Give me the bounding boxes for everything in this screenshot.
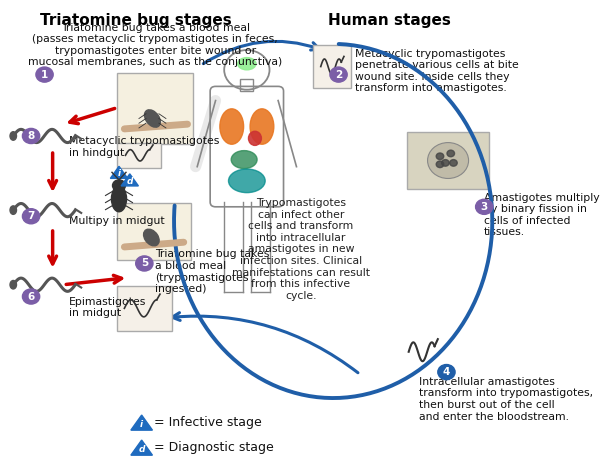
- Text: i: i: [118, 169, 121, 178]
- Circle shape: [135, 256, 153, 271]
- Text: i: i: [140, 419, 143, 428]
- Circle shape: [23, 209, 40, 224]
- Text: d: d: [138, 445, 145, 454]
- Text: 1: 1: [41, 69, 48, 80]
- Circle shape: [436, 153, 443, 160]
- Text: Human stages: Human stages: [328, 13, 451, 28]
- FancyBboxPatch shape: [117, 142, 161, 168]
- Ellipse shape: [238, 57, 256, 70]
- Ellipse shape: [143, 229, 159, 246]
- Text: = Infective stage: = Infective stage: [154, 416, 261, 429]
- Circle shape: [23, 128, 40, 143]
- Text: Epimastigotes
in midgut: Epimastigotes in midgut: [69, 296, 146, 318]
- Text: Intracellular amastigotes
transform into trypomastigotes,
then burst out of the : Intracellular amastigotes transform into…: [420, 377, 594, 422]
- Ellipse shape: [10, 206, 16, 214]
- Circle shape: [36, 67, 53, 82]
- Ellipse shape: [112, 186, 126, 212]
- FancyBboxPatch shape: [117, 203, 191, 260]
- Text: 8: 8: [27, 131, 35, 141]
- FancyBboxPatch shape: [407, 132, 489, 190]
- Ellipse shape: [250, 109, 274, 144]
- Ellipse shape: [248, 131, 262, 145]
- Ellipse shape: [10, 132, 16, 140]
- Text: Amastigotes multiply
by binary fission in
cells of infected
tissues.: Amastigotes multiply by binary fission i…: [484, 193, 600, 238]
- Circle shape: [438, 364, 455, 380]
- Text: Trypomastigotes
can infect other
cells and transform
into intracellular
amastigo: Trypomastigotes can infect other cells a…: [232, 198, 370, 301]
- Text: 4: 4: [443, 367, 450, 377]
- Text: Multipy in midgut: Multipy in midgut: [69, 216, 165, 226]
- Ellipse shape: [220, 109, 243, 144]
- Circle shape: [447, 150, 454, 157]
- Text: 7: 7: [27, 211, 35, 221]
- Text: 3: 3: [481, 202, 488, 212]
- Circle shape: [450, 160, 458, 166]
- Text: 6: 6: [27, 292, 35, 302]
- Text: Metacyclic trypomastigotes
in hindgut: Metacyclic trypomastigotes in hindgut: [69, 136, 219, 158]
- FancyBboxPatch shape: [117, 285, 172, 331]
- Circle shape: [330, 67, 347, 82]
- Circle shape: [476, 199, 493, 214]
- Text: Triatomine bug takes
a blood meal
(trypomastigotes
ingested): Triatomine bug takes a blood meal (trypo…: [155, 249, 270, 294]
- Circle shape: [112, 180, 126, 191]
- FancyBboxPatch shape: [313, 45, 351, 88]
- Ellipse shape: [231, 151, 257, 169]
- Text: d: d: [126, 177, 133, 186]
- Ellipse shape: [145, 110, 160, 127]
- Circle shape: [436, 161, 443, 168]
- Polygon shape: [131, 415, 152, 430]
- Text: = Diagnostic stage: = Diagnostic stage: [154, 441, 273, 454]
- Ellipse shape: [10, 280, 16, 289]
- Circle shape: [23, 289, 40, 304]
- Polygon shape: [110, 166, 127, 179]
- Polygon shape: [131, 440, 152, 455]
- Text: Metacyclic trypomastigotes
penetrate various cells at bite
wound site. Inside ce: Metacyclic trypomastigotes penetrate var…: [355, 48, 518, 94]
- Text: Triatomine bug takes a blood meal
(passes metacyclic trypomastigotes in feces,
t: Triatomine bug takes a blood meal (passe…: [28, 23, 282, 67]
- Text: Triatomine bug stages: Triatomine bug stages: [40, 13, 232, 28]
- Polygon shape: [121, 174, 138, 186]
- FancyBboxPatch shape: [117, 73, 193, 144]
- Text: 5: 5: [141, 258, 148, 268]
- Circle shape: [428, 142, 468, 179]
- Text: 2: 2: [335, 69, 342, 80]
- Ellipse shape: [229, 169, 265, 193]
- Circle shape: [442, 160, 449, 166]
